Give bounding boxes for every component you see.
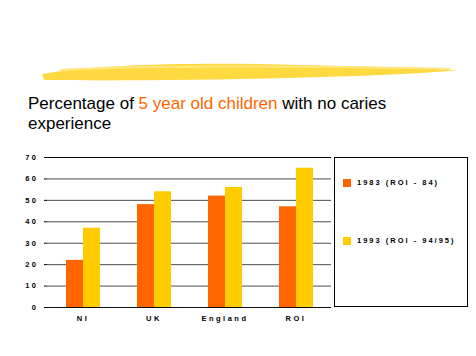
html-text:experience: experience xyxy=(28,114,112,133)
html-text:Percentage of 5 year old child: Percentage of 5 year old children with n… xyxy=(28,94,387,113)
svg-text:50: 50 xyxy=(25,196,38,205)
svg-text:20: 20 xyxy=(25,260,38,269)
svg-text:70: 70 xyxy=(25,153,38,162)
svg-text:60: 60 xyxy=(25,174,38,183)
svg-text:UK: UK xyxy=(146,314,162,323)
svg-text:40: 40 xyxy=(25,217,38,226)
svg-text:ROI: ROI xyxy=(286,314,307,323)
svg-text:30: 30 xyxy=(25,239,38,248)
svg-text:NI: NI xyxy=(77,314,90,323)
svg-text:0: 0 xyxy=(32,303,39,312)
html-text:1993 (ROI - 94/95): 1993 (ROI - 94/95) xyxy=(357,236,456,245)
svg-text:England: England xyxy=(201,314,248,323)
svg-text:10: 10 xyxy=(25,281,38,290)
html-text:1983 (ROI - 84): 1983 (ROI - 84) xyxy=(357,178,440,187)
